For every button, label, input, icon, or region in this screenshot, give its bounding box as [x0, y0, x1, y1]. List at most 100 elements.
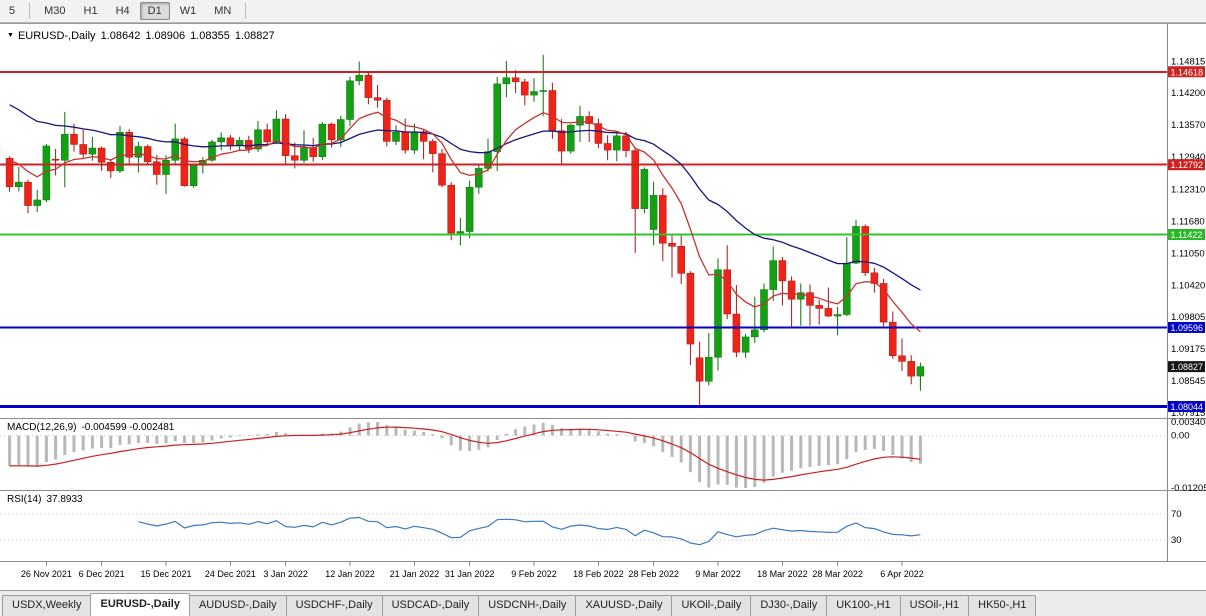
chart-tab-dj30-daily[interactable]: DJ30-,Daily [750, 595, 828, 616]
rsi-pane-label: RSI(14) 37.8933 [7, 494, 83, 505]
candle-body [723, 269, 731, 315]
candle-body [162, 160, 170, 175]
candle-body [852, 226, 860, 264]
price-tick-label: 1.12310 [1171, 184, 1205, 195]
candle-body [695, 357, 704, 382]
chart-title: ▼ EURUSD-,Daily 1.08642 1.08906 1.08355 1.088… [7, 30, 275, 42]
ma-fast-line [9, 111, 921, 333]
candle-body [217, 137, 225, 143]
charts-tab-bar: USDX,Weekly EURUSD-,Daily AUDUSD-,Daily USD… [0, 590, 1206, 616]
candle-body [245, 140, 253, 150]
candle-body [456, 231, 465, 234]
candle-body [824, 308, 833, 317]
candle-body [649, 195, 658, 230]
rsi-level-label: 70 [1171, 509, 1182, 520]
time-axis[interactable]: 26 Nov 2021 6 Dec 2021 15 Dec 2021 24 Dec 2… [21, 562, 924, 579]
toolbar-separator [29, 3, 31, 19]
price-tick-label: 1.10420 [1171, 281, 1205, 292]
date-label: 28 Mar 2022 [812, 569, 863, 579]
timeframe-button-m30[interactable]: M30 [44, 5, 66, 17]
candle-body [226, 137, 235, 146]
candle-body [705, 357, 713, 382]
candle-body [429, 141, 437, 154]
price-badge-label: 1.14618 [1171, 67, 1204, 77]
candle-body [493, 83, 501, 152]
chart-tab-usdchf-daily[interactable]: USDCHF-,Daily [285, 595, 383, 616]
price-badges: 1.14618 1.12792 1.11422 1.09596 1.08827 1.080… [1168, 66, 1205, 412]
candle-body [79, 144, 87, 155]
symbol-period-label: EURUSD-,Daily [17, 30, 96, 42]
rsi-line [138, 516, 921, 546]
candle-body [447, 184, 455, 234]
candle-body [15, 181, 23, 187]
candle-body [751, 329, 759, 338]
candle-body [281, 118, 290, 156]
ma-slow-line [9, 104, 921, 291]
chart-tab-ukoil-daily[interactable]: UKOil-,Daily [671, 595, 752, 616]
candle-body [631, 150, 639, 209]
candle-body [291, 155, 299, 161]
price-tick-label: 1.11680 [1171, 216, 1205, 227]
candles-layer [5, 54, 925, 406]
candle-body [677, 246, 685, 274]
candle-body [714, 269, 722, 358]
date-label: 18 Mar 2022 [757, 569, 808, 579]
candle-body [475, 168, 483, 188]
price-axis[interactable]: 1.14815 1.14200 1.13570 1.12940 1.12310 1.116… [1171, 57, 1205, 419]
candle-body [33, 199, 41, 206]
candle-body [511, 77, 520, 83]
chart-tab-hk50-h1[interactable]: HK50-,H1 [968, 595, 1037, 616]
candle-body [180, 138, 189, 186]
candle-body [410, 131, 419, 151]
chart-tab-audusd-daily[interactable]: AUDUSD-,Daily [188, 595, 287, 616]
chart-tab-usdcnh-daily[interactable]: USDCNH-,Daily [478, 595, 577, 616]
candle-body [603, 143, 612, 151]
timeframe-toolbar: 5 M30 H1 H4 D1 W1 MN [0, 0, 1206, 23]
date-label: 9 Feb 2022 [511, 569, 557, 579]
candle-body [732, 313, 741, 353]
date-label: 15 Dec 2021 [140, 569, 191, 579]
rsi-axis[interactable]: 70 30 [1171, 509, 1182, 546]
price-tick-label: 1.11050 [1171, 248, 1205, 259]
candle-body [465, 186, 474, 232]
chart-canvas[interactable]: 1.14815 1.14200 1.13570 1.12940 1.12310 1.116… [0, 23, 1206, 590]
chart-tab-usoil-h1[interactable]: USOil-,H1 [899, 595, 970, 616]
rsi-level-label: 30 [1171, 535, 1182, 546]
candle-body [70, 134, 78, 145]
price-tick-label: 1.12940 [1171, 152, 1205, 163]
timeframe-button-d1[interactable]: D1 [139, 2, 170, 20]
timeframe-button-w1[interactable]: W1 [179, 5, 197, 17]
candle-body [153, 161, 161, 175]
timeframe-button-mn[interactable]: MN [214, 5, 232, 17]
chart-dropdown-icon[interactable]: ▼ [7, 32, 14, 39]
candle-body [263, 129, 271, 143]
macd-axis[interactable]: 0.003408 0.00 -0.01205 [1171, 417, 1206, 494]
candle-body [189, 165, 198, 186]
timeframe-button-h1[interactable]: H1 [83, 5, 98, 17]
price-badge [1168, 321, 1205, 333]
price-badge-label: 1.08827 [1171, 362, 1204, 372]
chart-tab-xauusd-daily[interactable]: XAUUSD-,Daily [575, 595, 673, 616]
timeframe-button-h4[interactable]: H4 [115, 5, 130, 17]
level-lines [0, 70, 1167, 408]
candle-body [640, 169, 649, 209]
chart-tab-usdcad-daily[interactable]: USDCAD-,Daily [381, 595, 480, 616]
candle-body [373, 97, 382, 101]
price-tick-label: 1.07915 [1171, 408, 1205, 419]
candle-body [916, 366, 925, 377]
date-label: 18 Feb 2022 [573, 569, 624, 579]
candle-body [815, 305, 823, 309]
price-tick-label: 1.14815 [1171, 57, 1205, 68]
macd-max-label: 0.003408 [1171, 417, 1206, 428]
candle-body [5, 157, 14, 187]
chart-tab-usdx-weekly[interactable]: USDX,Weekly [2, 595, 92, 616]
chart-tab-eurusd-daily[interactable]: EURUSD-,Daily [90, 593, 190, 616]
candle-body [870, 272, 879, 284]
candle-body [300, 147, 308, 161]
candle-body [419, 131, 428, 142]
ohlc-close: 1.08827 [234, 30, 275, 42]
chart-tab-uk100-h1[interactable]: UK100-,H1 [826, 595, 901, 616]
timeframe-button-5[interactable]: 5 [9, 5, 16, 17]
date-label: 21 Jan 2022 [390, 569, 440, 579]
